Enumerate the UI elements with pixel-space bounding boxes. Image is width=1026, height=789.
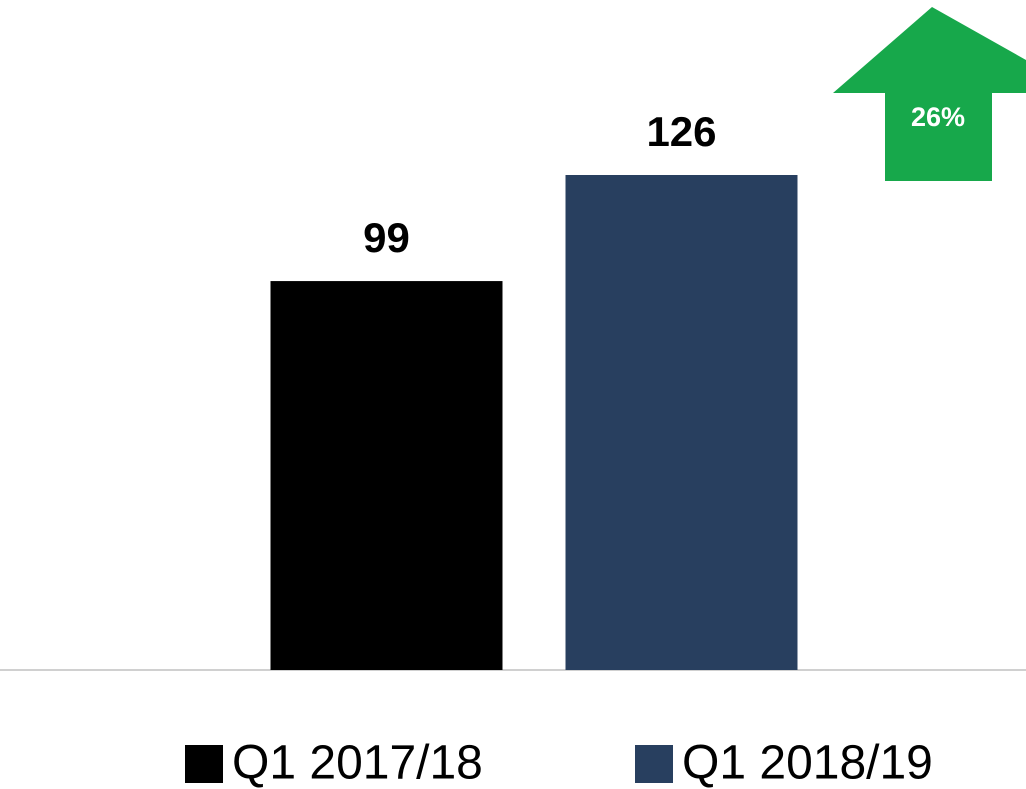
value-label: 99 (363, 214, 410, 261)
increase-arrow (833, 7, 1026, 181)
value-label: 126 (646, 108, 716, 155)
bar (565, 175, 798, 670)
legend-swatch (185, 745, 223, 783)
bar (270, 281, 503, 670)
annotation: 26% (911, 102, 965, 132)
legend-swatch (635, 745, 673, 783)
legend-text: Q1 2018/19 (682, 737, 933, 789)
legend-text: Q1 2017/18 (232, 737, 483, 789)
